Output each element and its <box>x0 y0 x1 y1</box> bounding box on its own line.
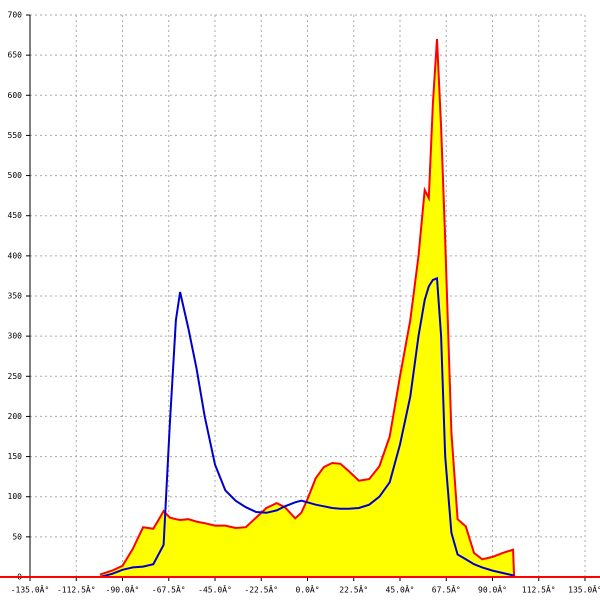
y-tick-label: 250 <box>8 372 23 381</box>
x-tick-label: -112.5Â° <box>57 584 96 595</box>
x-tick-label: 90.0Â° <box>478 584 507 595</box>
x-tick-label: 22.5Â° <box>339 584 368 595</box>
y-tick-label: 300 <box>8 332 23 341</box>
y-tick-label: 550 <box>8 131 23 140</box>
x-tick-label: -22.5Â° <box>244 584 278 595</box>
y-tick-label: 350 <box>8 292 23 301</box>
x-tick-label: -67.5Â° <box>152 584 186 595</box>
y-tick-label: 400 <box>8 251 23 260</box>
x-tick-label: 0.0Â° <box>295 584 319 595</box>
x-tick-label: 67.5Â° <box>432 584 461 595</box>
x-tick-label: 45.0Â° <box>386 584 415 595</box>
y-tick-label: 50 <box>12 532 22 541</box>
y-tick-label: 100 <box>8 492 23 501</box>
x-tick-label: -45.0Â° <box>198 584 232 595</box>
series-line <box>99 39 516 578</box>
y-tick-label: 150 <box>8 452 23 461</box>
x-tick-label: -90.0Â° <box>106 584 140 595</box>
y-tick-label: 500 <box>8 171 23 180</box>
y-tick-label: 700 <box>8 11 23 20</box>
x-tick-label: 112.5Â° <box>522 584 556 595</box>
series-line <box>99 276 515 578</box>
y-tick-label: 200 <box>8 412 23 421</box>
y-tick-label: 450 <box>8 211 23 220</box>
x-tick-label: -135.0Â° <box>11 584 50 595</box>
y-tick-label: 600 <box>8 91 23 100</box>
x-tick-label: 135.0Â° <box>568 584 600 595</box>
area-fill <box>99 39 515 578</box>
y-tick-label: 650 <box>8 51 23 60</box>
